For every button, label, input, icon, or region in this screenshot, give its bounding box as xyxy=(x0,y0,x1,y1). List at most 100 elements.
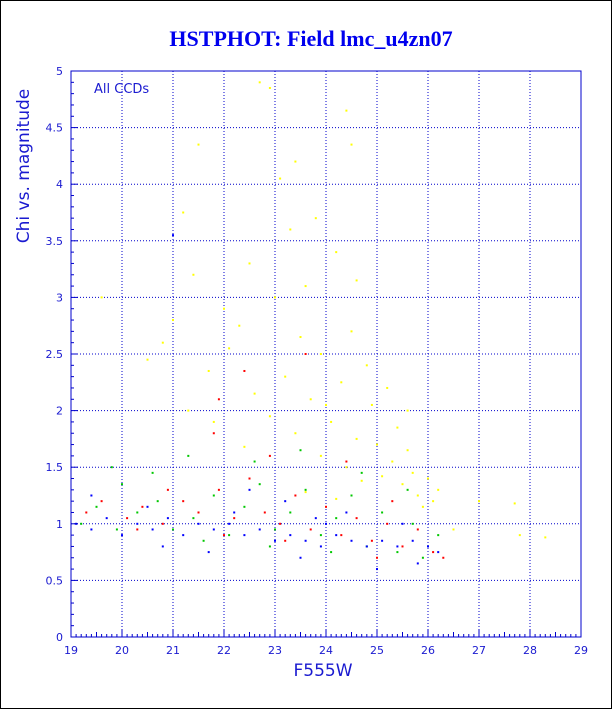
data-point xyxy=(284,500,287,503)
y-tick-label: 0.5 xyxy=(46,574,64,587)
data-point xyxy=(345,511,348,514)
data-point xyxy=(146,358,149,361)
data-point xyxy=(212,432,215,435)
data-point xyxy=(350,330,353,333)
data-point xyxy=(411,471,414,474)
data-point xyxy=(279,177,282,180)
data-point xyxy=(304,491,307,494)
data-point xyxy=(258,483,261,486)
x-tick-label: 26 xyxy=(421,644,435,657)
data-point xyxy=(335,497,338,500)
data-point xyxy=(411,539,414,542)
data-point xyxy=(172,319,174,322)
data-point xyxy=(421,505,424,508)
data-point xyxy=(345,460,348,463)
data-point xyxy=(376,568,378,571)
data-point xyxy=(223,534,225,537)
x-tick-label: 28 xyxy=(523,644,537,657)
data-point xyxy=(284,539,287,542)
chart-title: HSTPHOT: Field lmc_u4zn07 xyxy=(169,26,452,51)
data-point xyxy=(340,534,343,537)
data-point xyxy=(121,483,123,486)
data-point xyxy=(182,534,185,537)
data-point xyxy=(238,324,241,327)
x-tick-label: 22 xyxy=(217,644,231,657)
y-tick-label: 1 xyxy=(56,518,63,531)
data-point xyxy=(319,545,322,548)
data-point xyxy=(340,381,343,384)
data-point xyxy=(223,307,225,310)
data-point xyxy=(365,545,368,548)
data-point xyxy=(355,517,358,520)
data-point xyxy=(258,81,261,84)
x-tick-label: 21 xyxy=(166,644,180,657)
x-tick-label: 27 xyxy=(472,644,486,657)
x-axis-label: F555W xyxy=(293,661,352,681)
data-point xyxy=(304,539,307,542)
data-point xyxy=(136,528,139,531)
data-point xyxy=(319,454,322,457)
data-point xyxy=(274,539,276,542)
data-point xyxy=(192,273,195,276)
data-point xyxy=(370,539,373,542)
data-point xyxy=(279,522,282,525)
data-point xyxy=(192,517,195,520)
y-tick-label: 5 xyxy=(56,65,63,78)
data-point xyxy=(172,234,174,237)
data-point xyxy=(335,534,338,537)
data-point xyxy=(228,347,231,350)
y-tick-label: 4.5 xyxy=(46,122,64,135)
data-point xyxy=(309,528,312,531)
data-point xyxy=(126,517,129,520)
data-point xyxy=(432,500,435,503)
data-point xyxy=(335,517,338,520)
data-point xyxy=(304,285,307,288)
data-point xyxy=(391,500,394,503)
data-point xyxy=(115,528,118,531)
x-tick-label: 20 xyxy=(115,644,129,657)
data-point xyxy=(136,511,139,514)
data-point xyxy=(228,534,231,537)
data-point xyxy=(90,528,93,531)
data-point xyxy=(182,211,185,214)
data-point xyxy=(478,500,480,503)
data-point xyxy=(248,488,251,491)
data-point xyxy=(90,494,93,497)
data-point xyxy=(248,262,251,265)
data-point xyxy=(299,449,302,452)
data-point xyxy=(518,534,521,537)
data-point xyxy=(253,392,256,395)
x-axis-ticks: 19 20 21 22 23 24 25 26 27 28 29 xyxy=(64,630,588,657)
data-point xyxy=(427,545,429,548)
data-point xyxy=(411,522,414,525)
data-point xyxy=(289,228,292,231)
data-point xyxy=(207,369,210,372)
data-point xyxy=(156,500,159,503)
data-point xyxy=(391,460,394,463)
data-point xyxy=(421,556,424,559)
y-tick-label: 2.5 xyxy=(46,348,64,361)
data-point xyxy=(381,511,384,514)
data-point xyxy=(207,551,210,554)
data-point xyxy=(319,534,322,537)
data-point xyxy=(172,528,174,531)
data-point xyxy=(416,562,419,565)
data-point xyxy=(187,454,190,457)
data-point xyxy=(437,551,440,554)
data-point xyxy=(396,545,399,548)
x-tick-label: 25 xyxy=(370,644,384,657)
data-point xyxy=(212,528,215,531)
data-point xyxy=(381,539,384,542)
data-point xyxy=(350,143,353,146)
data-point xyxy=(330,420,333,423)
data-point xyxy=(355,279,358,282)
data-point xyxy=(243,445,246,448)
data-point xyxy=(544,536,547,539)
data-point xyxy=(345,466,348,469)
data-point xyxy=(401,545,404,548)
data-point xyxy=(248,477,251,480)
data-point xyxy=(202,539,205,542)
y-tick-label: 3 xyxy=(56,291,63,304)
data-point xyxy=(217,488,220,491)
